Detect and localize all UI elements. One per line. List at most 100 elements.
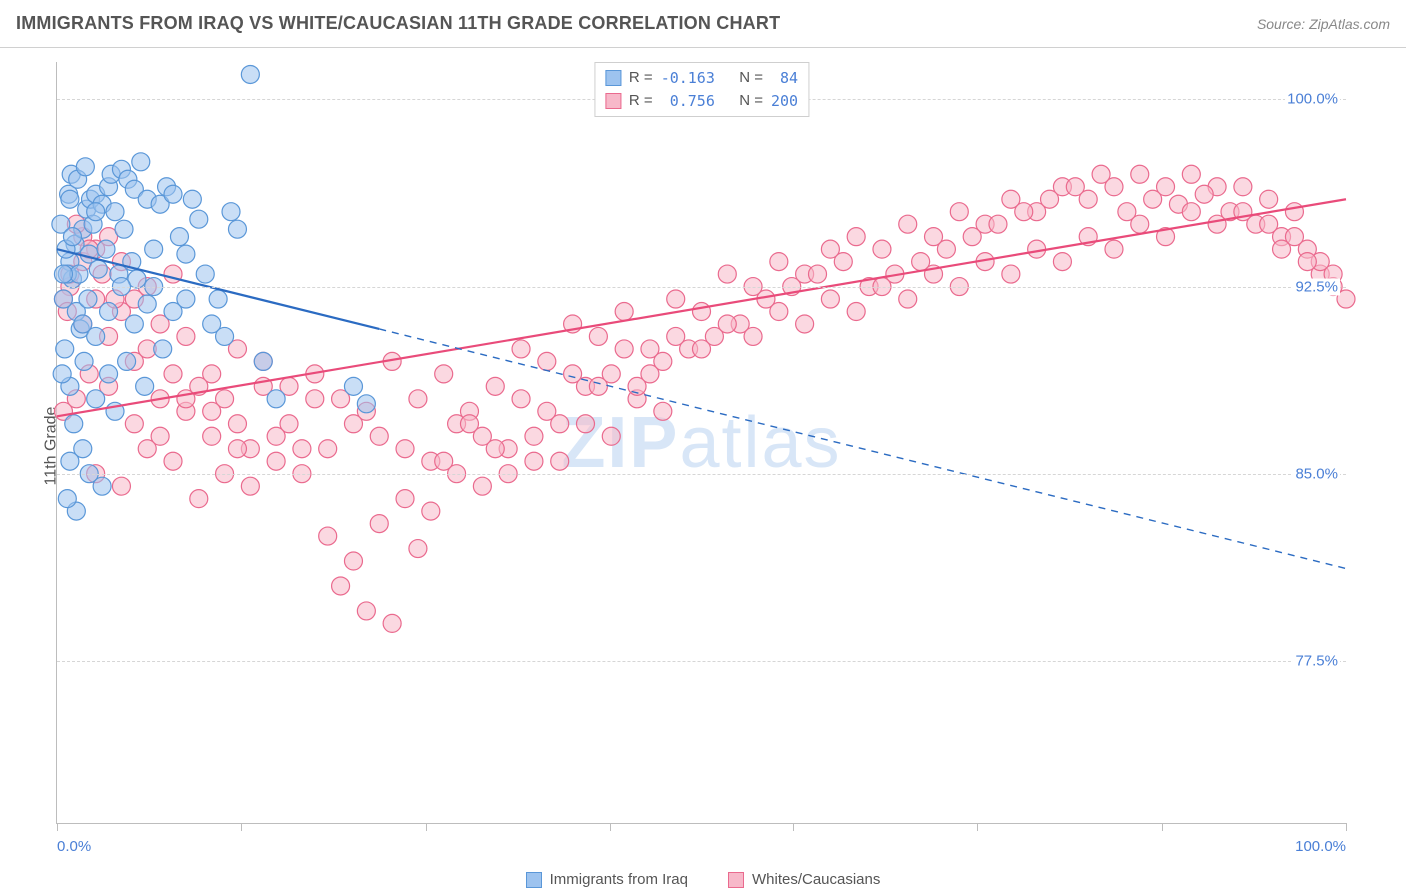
pink-point bbox=[1002, 265, 1020, 283]
blue-point bbox=[357, 395, 375, 413]
pink-point bbox=[809, 265, 827, 283]
blue-point bbox=[61, 190, 79, 208]
pink-point bbox=[1131, 215, 1149, 233]
pink-point bbox=[267, 452, 285, 470]
pink-point bbox=[293, 440, 311, 458]
ytick-label: 85.0% bbox=[1293, 465, 1340, 482]
blue-point bbox=[75, 352, 93, 370]
blue-point bbox=[177, 290, 195, 308]
pink-point bbox=[1195, 185, 1213, 203]
pink-point bbox=[615, 340, 633, 358]
pink-point bbox=[203, 365, 221, 383]
legend-series: Immigrants from Iraq Whites/Caucasians bbox=[0, 871, 1406, 888]
swatch-pink bbox=[605, 93, 621, 109]
blue-point bbox=[93, 477, 111, 495]
pink-point bbox=[512, 340, 530, 358]
pink-point bbox=[796, 315, 814, 333]
pink-point bbox=[112, 477, 130, 495]
pink-point bbox=[319, 440, 337, 458]
pink-point bbox=[525, 427, 543, 445]
pink-point bbox=[1028, 240, 1046, 258]
blue-point bbox=[170, 228, 188, 246]
blue-point bbox=[79, 290, 97, 308]
chart-header: IMMIGRANTS FROM IRAQ VS WHITE/CAUCASIAN … bbox=[0, 0, 1406, 48]
blue-point bbox=[65, 415, 83, 433]
legend-item-pink: Whites/Caucasians bbox=[728, 871, 880, 888]
blue-point bbox=[74, 440, 92, 458]
ytick-label: 92.5% bbox=[1293, 278, 1340, 295]
blue-point bbox=[145, 240, 163, 258]
pink-point bbox=[718, 315, 736, 333]
pink-point bbox=[1105, 178, 1123, 196]
pink-point bbox=[654, 402, 672, 420]
pink-point bbox=[1105, 240, 1123, 258]
xtick-label: 0.0% bbox=[57, 838, 91, 855]
pink-point bbox=[1260, 215, 1278, 233]
blue-point bbox=[54, 290, 72, 308]
blue-point bbox=[228, 220, 246, 238]
pink-point bbox=[693, 303, 711, 321]
blue-point bbox=[164, 185, 182, 203]
blue-point bbox=[183, 190, 201, 208]
pink-point bbox=[693, 340, 711, 358]
pink-point bbox=[344, 552, 362, 570]
pink-point bbox=[1298, 253, 1316, 271]
blue-point bbox=[115, 220, 133, 238]
pink-point bbox=[589, 377, 607, 395]
pink-point bbox=[667, 327, 685, 345]
pink-point bbox=[641, 365, 659, 383]
blue-point bbox=[56, 340, 74, 358]
pink-point bbox=[1182, 165, 1200, 183]
pink-point bbox=[589, 327, 607, 345]
legend-row-blue: R = -0.163 N = 84 bbox=[605, 67, 798, 90]
pink-point bbox=[770, 253, 788, 271]
xtick-label: 100.0% bbox=[1295, 838, 1346, 855]
blue-point bbox=[267, 390, 285, 408]
pink-trendline bbox=[57, 199, 1346, 416]
blue-point bbox=[97, 240, 115, 258]
blue-point bbox=[177, 245, 195, 263]
pink-point bbox=[332, 577, 350, 595]
blue-point bbox=[154, 340, 172, 358]
blue-point bbox=[53, 365, 71, 383]
pink-point bbox=[177, 327, 195, 345]
blue-point bbox=[54, 265, 72, 283]
pink-point bbox=[203, 402, 221, 420]
pink-point bbox=[396, 440, 414, 458]
blue-point bbox=[58, 490, 76, 508]
blue-point bbox=[100, 303, 118, 321]
pink-point bbox=[744, 327, 762, 345]
pink-point bbox=[1066, 178, 1084, 196]
blue-point bbox=[132, 153, 150, 171]
pink-point bbox=[370, 427, 388, 445]
pink-point bbox=[847, 303, 865, 321]
blue-point bbox=[344, 377, 362, 395]
pink-point bbox=[950, 203, 968, 221]
pink-point bbox=[164, 452, 182, 470]
pink-point bbox=[473, 477, 491, 495]
pink-point bbox=[512, 390, 530, 408]
pink-point bbox=[486, 377, 504, 395]
chart-title: IMMIGRANTS FROM IRAQ VS WHITE/CAUCASIAN … bbox=[16, 13, 780, 34]
blue-point bbox=[209, 290, 227, 308]
pink-point bbox=[435, 452, 453, 470]
blue-point bbox=[89, 260, 107, 278]
blue-point bbox=[190, 210, 208, 228]
pink-point bbox=[1131, 165, 1149, 183]
pink-point bbox=[602, 427, 620, 445]
blue-point bbox=[74, 315, 92, 333]
pink-point bbox=[834, 253, 852, 271]
pink-point bbox=[396, 490, 414, 508]
pink-point bbox=[1041, 190, 1059, 208]
pink-point bbox=[151, 427, 169, 445]
legend-row-pink: R = 0.756 N = 200 bbox=[605, 90, 798, 113]
pink-point bbox=[190, 490, 208, 508]
chart-svg bbox=[57, 62, 1346, 823]
pink-point bbox=[667, 290, 685, 308]
pink-point bbox=[989, 215, 1007, 233]
blue-point bbox=[254, 352, 272, 370]
ytick-label: 77.5% bbox=[1293, 652, 1340, 669]
pink-point bbox=[770, 303, 788, 321]
swatch-pink-bottom bbox=[728, 872, 744, 888]
pink-point bbox=[1182, 203, 1200, 221]
